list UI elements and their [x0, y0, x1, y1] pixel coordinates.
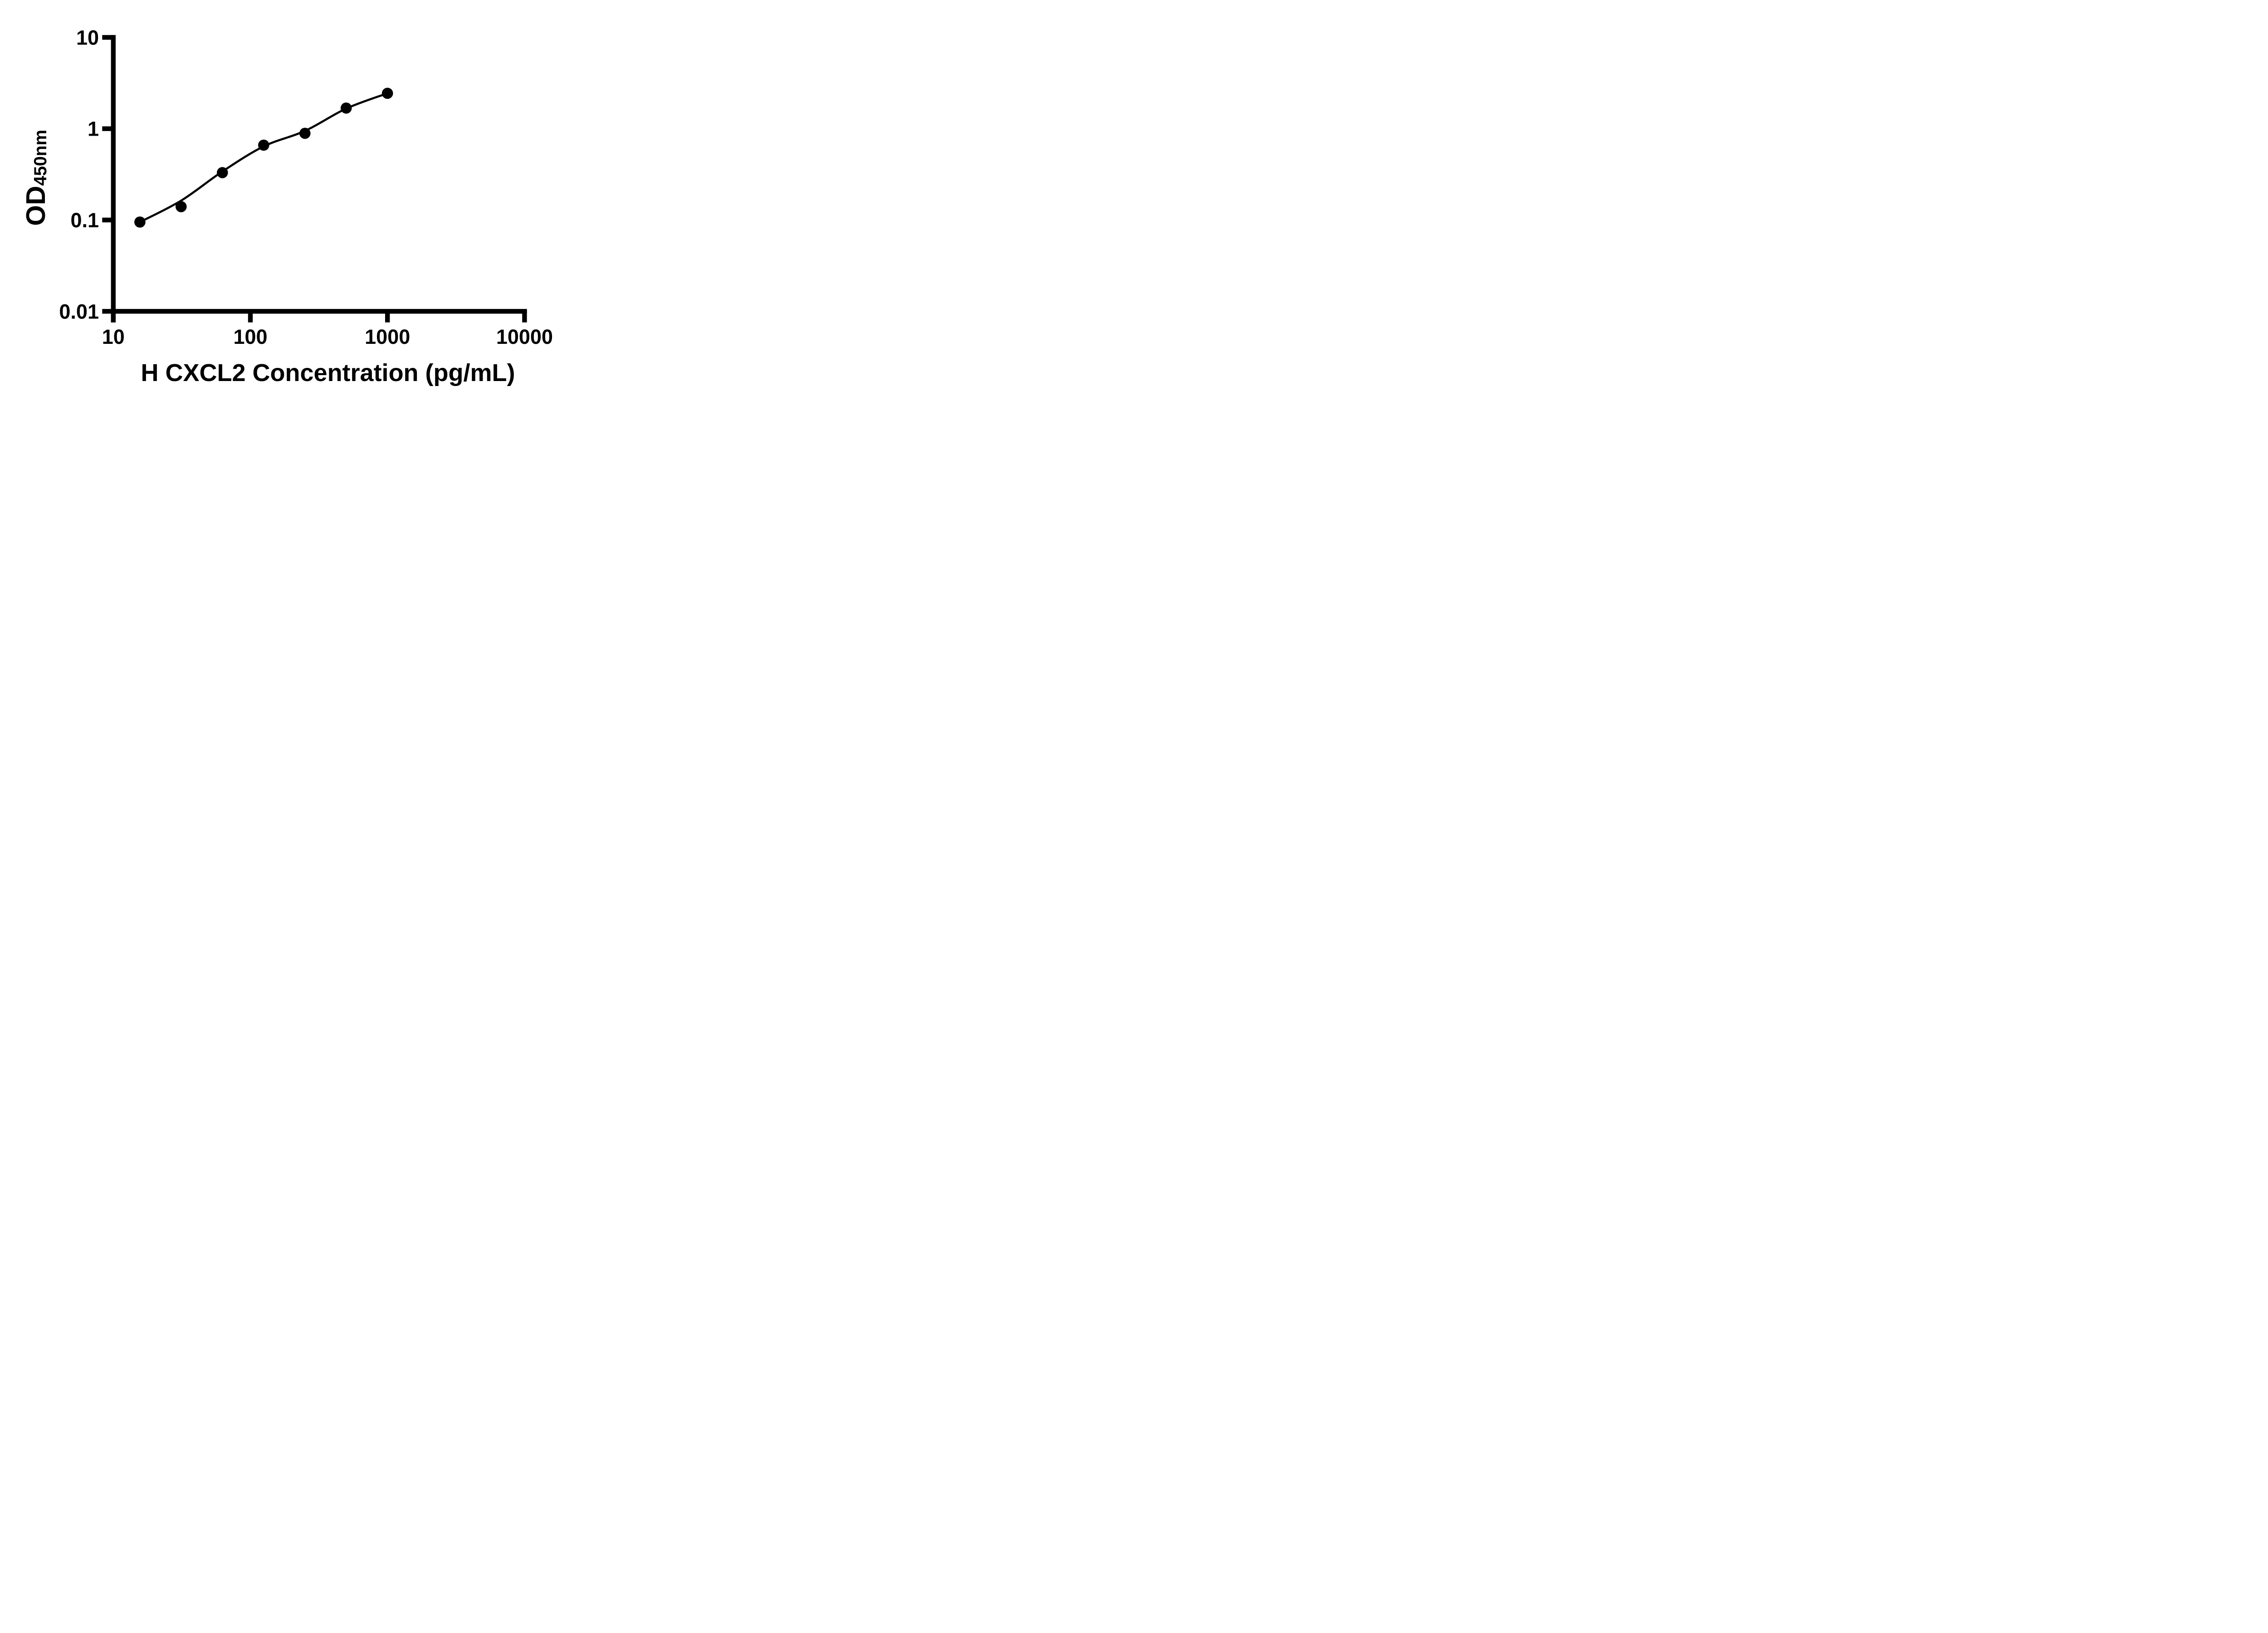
data-point	[176, 201, 187, 212]
y-axis-title-main: OD	[21, 186, 51, 226]
data-point	[381, 88, 393, 99]
y-axis-title: OD450nm	[21, 130, 51, 226]
y-tick-label-0.1: 0.1	[70, 209, 99, 232]
x-tick-label-1000: 1000	[365, 325, 410, 348]
data-point	[299, 127, 311, 139]
x-axis-ticks: 10 100 1000 10000	[102, 311, 553, 348]
y-axis-title-subscript: 450nm	[31, 130, 50, 186]
standard-curve-figure: 0.01 0.1 1 10 10 100 1000 10000 H CXCL2 Concen…	[0, 0, 583, 408]
data-point	[134, 216, 146, 228]
y-tick-label-1: 1	[88, 117, 99, 141]
fit-curve-line	[139, 92, 389, 223]
y-axis-ticks: 0.01 0.1 1 10	[59, 26, 113, 323]
x-tick-label-10: 10	[102, 325, 125, 348]
chart-canvas: 0.01 0.1 1 10 10 100 1000 10000 H CXCL2 Concen…	[21, 26, 553, 386]
axes	[111, 35, 527, 323]
data-point	[258, 139, 269, 151]
y-tick-label-0.01: 0.01	[59, 300, 99, 323]
x-tick-label-10000: 10000	[496, 325, 553, 348]
x-axis-title: H CXCL2 Concentration (pg/mL)	[141, 359, 515, 386]
x-tick-label-100: 100	[233, 325, 267, 348]
y-tick-label-10: 10	[76, 26, 99, 49]
data-point	[217, 167, 228, 178]
data-points	[134, 88, 393, 228]
data-point	[340, 103, 352, 114]
